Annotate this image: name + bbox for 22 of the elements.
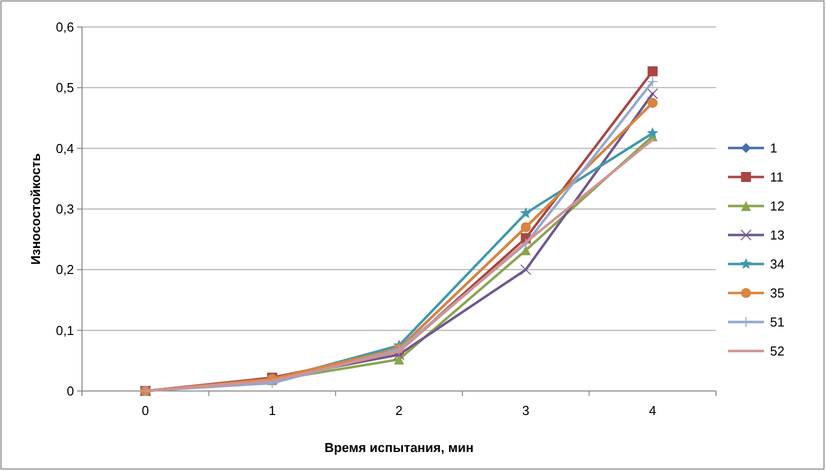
legend-label: 34 — [770, 256, 784, 272]
legend-label: 11 — [770, 170, 784, 185]
x-tick-label: 4 — [648, 403, 656, 418]
legend-label: 12 — [770, 198, 784, 214]
y-tick-label: 0 — [66, 384, 74, 399]
legend-label: 35 — [770, 286, 784, 301]
x-tick-label: 2 — [395, 403, 403, 418]
y-tick-label: 0,1 — [56, 322, 74, 338]
x-tick-label: 3 — [522, 403, 530, 418]
legend-label: 1 — [770, 140, 778, 156]
y-axis-title: Износостойкость — [28, 153, 43, 265]
y-tick-label: 0,6 — [56, 20, 74, 35]
x-tick-label: 1 — [268, 403, 276, 418]
x-axis-title: Время испытания, мин — [324, 440, 474, 455]
y-tick-label: 0,3 — [56, 202, 74, 217]
legend-label: 13 — [770, 228, 784, 243]
y-tick-label: 0,5 — [56, 80, 74, 96]
y-tick-label: 0,4 — [56, 140, 74, 156]
y-tick-label: 0,2 — [56, 262, 74, 278]
legend-label: 52 — [770, 344, 784, 359]
x-tick-label: 0 — [142, 403, 150, 418]
legend-label: 51 — [770, 314, 784, 330]
